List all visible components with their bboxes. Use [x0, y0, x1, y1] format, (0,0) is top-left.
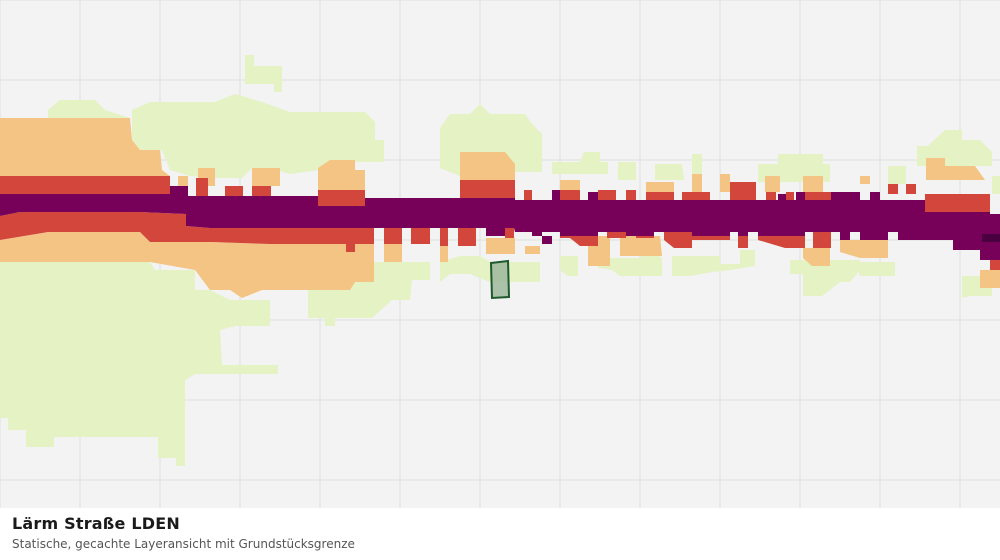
caption-bar: Lärm Straße LDEN Statische, gecachte Lay… — [0, 508, 1000, 560]
layer-title: Lärm Straße LDEN — [12, 514, 180, 533]
noise-zone-class-5 — [982, 234, 1000, 242]
layer-subtitle: Statische, gecachte Layeransicht mit Gru… — [12, 537, 355, 551]
map-view[interactable] — [0, 0, 1000, 508]
noise-zone-class-2 — [0, 118, 1000, 298]
parcel-boundary[interactable] — [489, 259, 511, 300]
noise-zone-class-4 — [0, 186, 1000, 260]
map-canvas[interactable] — [0, 0, 1000, 508]
